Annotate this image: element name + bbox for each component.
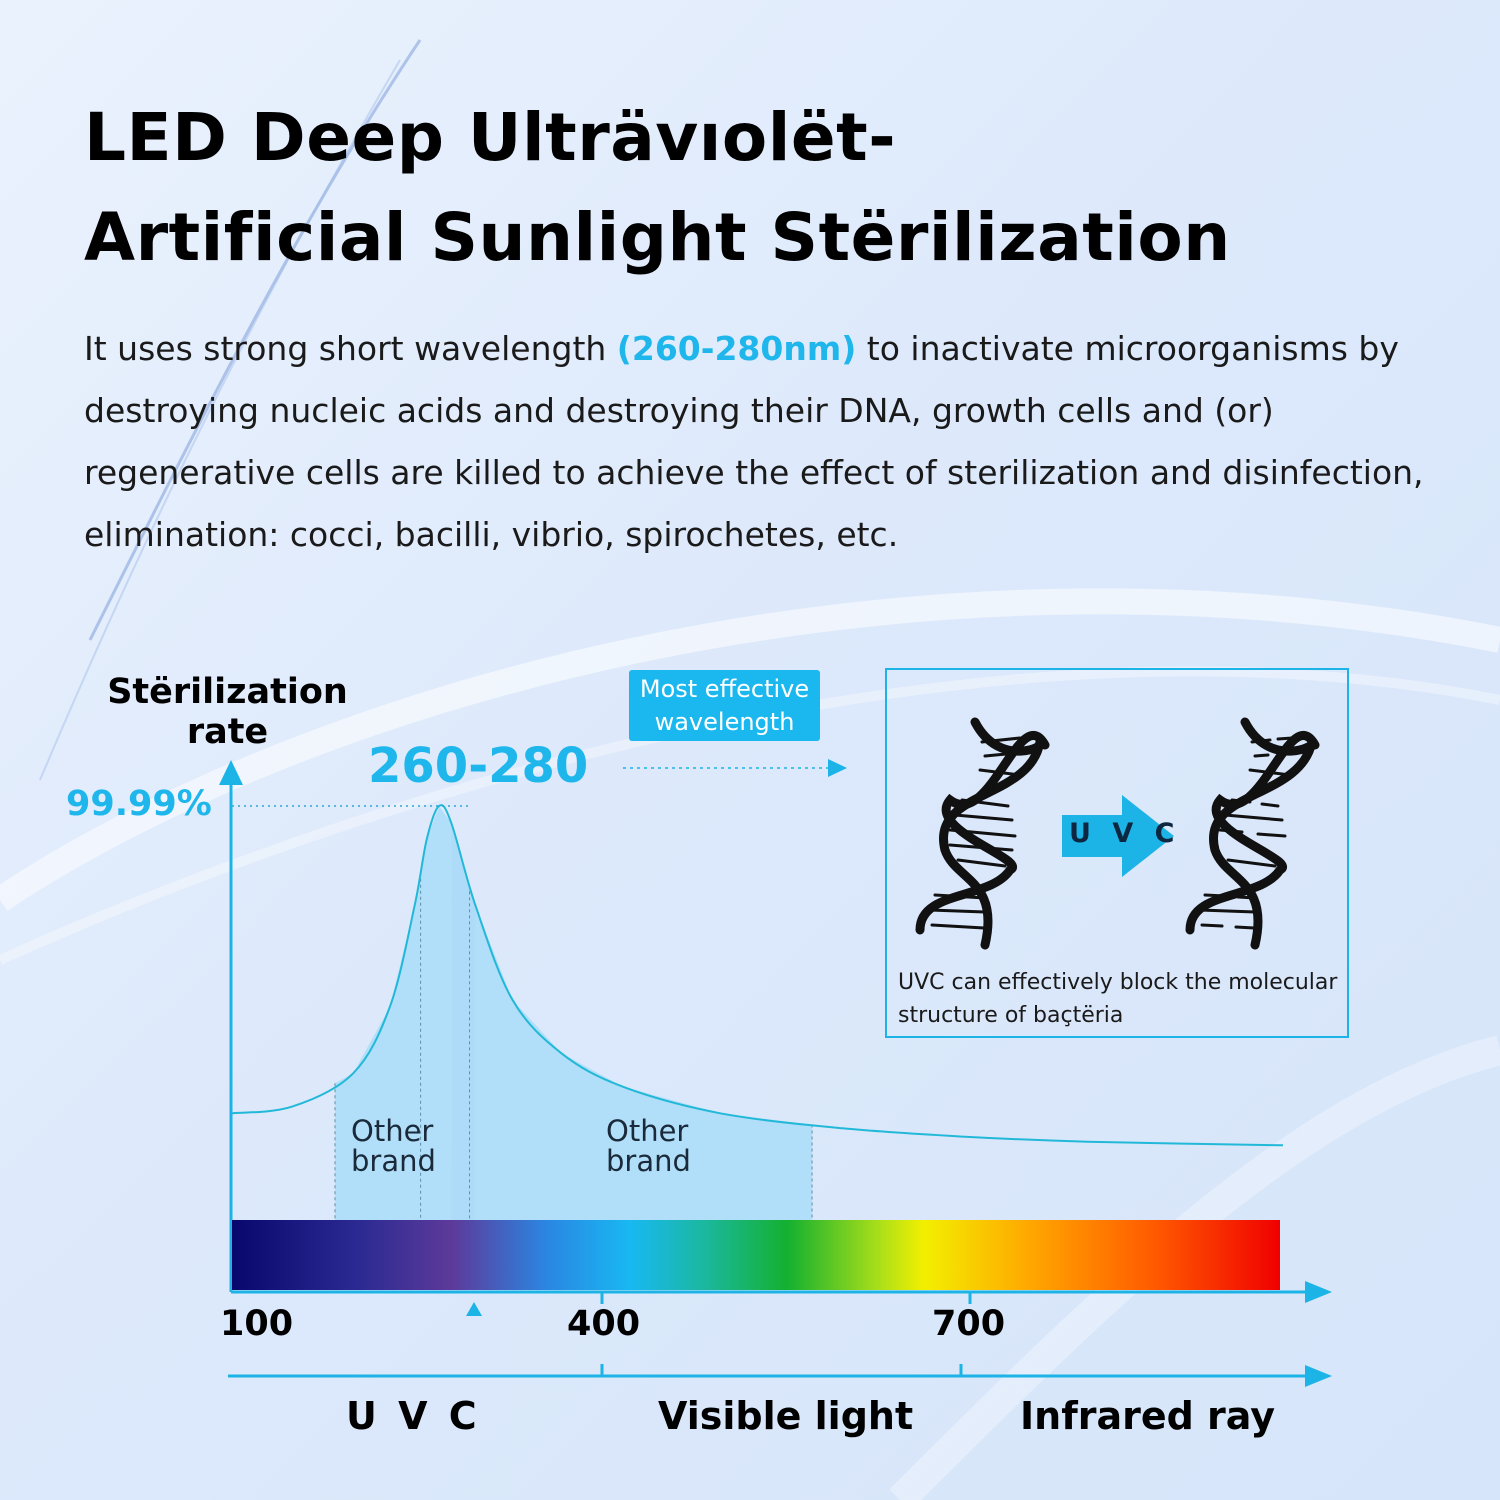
y-axis-arrow — [219, 760, 243, 785]
dna-panel — [885, 668, 1349, 1038]
y-axis-label: Stërilization rate — [107, 672, 348, 752]
description-text-end: to inactivate microorganisms by destroyi… — [84, 329, 1424, 554]
pointer-arrow-head — [828, 759, 847, 777]
x-tick-label-700: 700 — [932, 1304, 1006, 1344]
peak-value-label: 99.99% — [66, 784, 212, 824]
region-label-uvc: U V C — [346, 1394, 481, 1438]
region-axis-arrow — [1305, 1365, 1332, 1387]
page-title: LED Deep Ulträvıolët- Artificial Sunligh… — [84, 88, 1231, 288]
highlight-band-right — [475, 906, 813, 1220]
x-axis-arrow — [1305, 1281, 1332, 1303]
description-text-start: It uses strong short wavelength — [84, 329, 617, 368]
wavelength-highlight: (260-280nm) — [616, 329, 857, 368]
light-spectrum-bar — [232, 1220, 1280, 1290]
peak-range-label: 260-280 — [368, 738, 589, 794]
highlight-band-left — [335, 806, 452, 1220]
uvc-arrow-label: U V C — [1069, 818, 1181, 849]
description-paragraph: It uses strong short wavelength (260-280… — [84, 318, 1444, 566]
peak-marker — [466, 1302, 482, 1316]
dna-caption: UVC can effectively block the molecular … — [898, 970, 1338, 1028]
title-line-2: Artificial Sunlight Stërilization — [84, 199, 1231, 276]
band-label-left: Other brand — [351, 1114, 436, 1178]
region-label-infrared: Infrared ray — [1020, 1394, 1276, 1438]
sterilization-curve — [230, 804, 1284, 1147]
region-label-visible: Visible light — [658, 1394, 914, 1438]
title-line-1: LED Deep Ulträvıolët- — [84, 99, 897, 176]
x-tick-label-400: 400 — [567, 1304, 641, 1344]
x-tick-label-100: 100 — [220, 1304, 294, 1344]
dna-helix-intact-icon — [915, 717, 1050, 950]
dna-helix-broken-icon — [1185, 717, 1320, 950]
band-label-right: Other brand — [606, 1114, 691, 1178]
uvc-arrow-icon — [1062, 795, 1174, 877]
most-effective-badge: Most effective wavelength — [629, 670, 820, 741]
